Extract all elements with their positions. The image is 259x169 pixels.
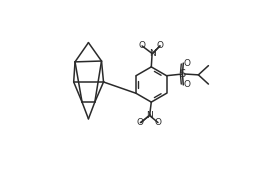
Text: O: O [183, 80, 190, 89]
Text: S: S [179, 69, 185, 79]
Text: O: O [155, 118, 162, 127]
Text: O: O [139, 41, 146, 51]
Text: O: O [183, 59, 190, 68]
Text: N: N [146, 111, 153, 120]
Text: O: O [137, 118, 144, 127]
Text: O: O [157, 41, 164, 51]
Text: N: N [149, 49, 155, 58]
